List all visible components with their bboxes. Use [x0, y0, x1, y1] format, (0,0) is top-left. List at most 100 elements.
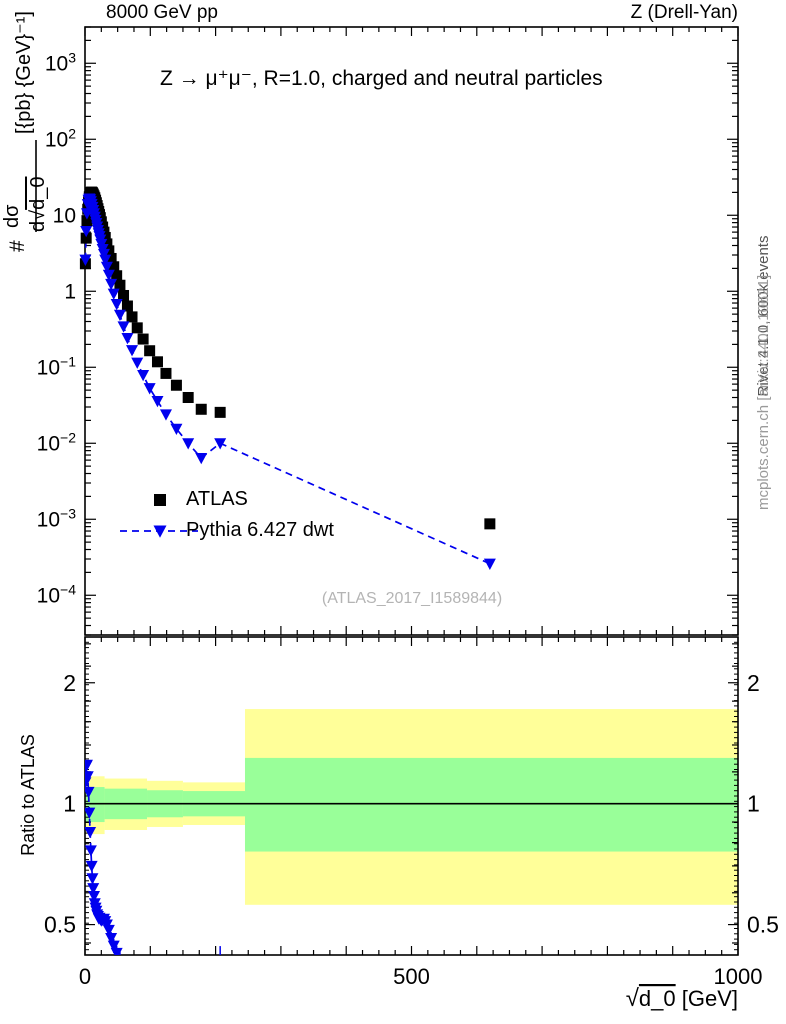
rivet-version-label: Rivet 4.1.0, 600k events	[755, 236, 772, 397]
atlas-data-point	[170, 379, 182, 391]
ratio-mc-point	[85, 759, 93, 771]
mc-data-point	[159, 409, 172, 421]
atlas-data-point	[80, 232, 92, 244]
ratio-series	[85, 759, 221, 955]
atlas-data-point	[111, 270, 123, 282]
main-ylabel: # dσ d√d_0 [{pb} {GeV}⁻¹]	[1, 11, 49, 252]
ratio-mc-point	[87, 883, 100, 895]
ratio-mc-point	[105, 932, 118, 945]
atlas-data-point	[99, 231, 111, 243]
main-ylabel-units: [{pb} {GeV}⁻¹]	[13, 11, 35, 134]
ratio-mc-point	[85, 786, 95, 799]
atlas-data-point	[144, 345, 156, 357]
main-ytick-label: 103	[45, 49, 76, 75]
xaxis-tick-label: 1000	[714, 964, 763, 989]
mc-data-point	[143, 383, 156, 395]
atlas-data-point	[195, 403, 207, 415]
ratio-ytick-label: 0.5	[44, 912, 76, 938]
mc-data-point	[131, 357, 144, 369]
main-plot-title: Z → μ⁺μ⁻, R=1.0, charged and neutral par…	[160, 67, 603, 90]
mc-data-point	[102, 269, 115, 281]
main-legend: ATLAS Pythia 6.427 dwt	[120, 488, 334, 541]
ratio-mc-point	[85, 771, 94, 783]
xaxis-label: √d_0 [GeV]	[626, 985, 738, 1012]
atlas-data-point	[131, 322, 143, 334]
ratio-mc-point	[88, 890, 101, 903]
atlas-data-point	[126, 311, 138, 323]
mc-data-point	[105, 278, 118, 291]
mc-data-point	[97, 248, 110, 261]
header-process-label: Z (Drell-Yan)	[631, 2, 738, 23]
atlas-data-point	[484, 518, 496, 530]
main-ytick-label: 10−2	[37, 429, 77, 455]
mc-data-point	[117, 321, 130, 333]
mc-data-point	[100, 261, 113, 274]
ratio-band-segment	[244, 757, 739, 852]
mc-data-point	[113, 309, 126, 322]
ratio-mc-point	[85, 826, 97, 839]
header-beam-label: 8000 GeV pp	[106, 2, 218, 23]
main-ylabel-hash: #	[6, 240, 29, 252]
atlas-data-point	[101, 238, 113, 250]
xaxis-tick-label: 0	[79, 964, 91, 989]
mc-data-point	[137, 370, 150, 382]
main-ytick-label: 10−4	[37, 581, 77, 607]
ratio-ytick-label: 2	[63, 670, 76, 696]
ratio-ytick-label-right: 0.5	[747, 912, 779, 938]
mc-data-point	[151, 395, 164, 408]
ratio-mc-point	[85, 807, 96, 819]
ratio-mc-point	[85, 860, 98, 873]
ratio-ytick-label: 1	[63, 791, 76, 817]
ratio-ylabel: Ratio to ATLAS	[18, 734, 38, 856]
mc-data-point	[170, 423, 183, 436]
main-ytick-label: 1	[64, 280, 76, 303]
atlas-data-point	[105, 252, 117, 264]
atlas-data-point	[151, 356, 163, 368]
main-ytick-label: 10−3	[37, 505, 77, 531]
mc-data-point	[126, 345, 139, 357]
mc-data-point	[182, 438, 195, 450]
mc-data-point	[99, 254, 112, 266]
legend-entry-label[interactable]: ATLAS	[186, 488, 248, 510]
xaxis-label-text: √d_0 [GeV]	[626, 985, 738, 1012]
atlas-data-point	[160, 367, 172, 379]
ratio-ytick-label-right: 1	[747, 791, 760, 817]
atlas-data-point	[137, 333, 149, 345]
atlas-data-point	[114, 279, 126, 291]
mc-data-point	[121, 333, 134, 345]
atlas-data-point	[214, 406, 226, 418]
xaxis-tick-label: 500	[393, 964, 430, 989]
main-ylabel-numerator: dσ	[1, 204, 23, 228]
mcplots-source-label: mcplots.cern.ch [arXiv:2401.10621]	[755, 275, 772, 510]
mc-data-point	[214, 438, 227, 450]
atlas-data-point	[108, 261, 120, 273]
main-ytick-label: 102	[45, 125, 76, 151]
main-ylabel-denominator: d√d_0	[27, 177, 49, 232]
ratio-mc-point	[85, 845, 97, 857]
mc-data-point	[110, 298, 123, 311]
atlas-data-point	[81, 215, 93, 227]
legend-marker-triangle	[153, 525, 167, 538]
mc-data-point	[107, 288, 120, 300]
atlas-data-point	[182, 392, 194, 404]
atlas-data-point	[121, 300, 133, 312]
ratio-mc-point	[107, 940, 120, 952]
analysis-watermark: (ATLAS_2017_I1589844)	[322, 590, 502, 607]
ratio-mc-point	[102, 924, 115, 937]
atlas-data-point	[118, 289, 130, 301]
ratio-panel: 0 500 1000 2 2 1 1 0.5 0.5	[44, 636, 779, 989]
main-ytick-label: 10	[53, 204, 76, 227]
mc-data-point	[80, 225, 93, 238]
mc-data-point	[79, 254, 92, 266]
legend-marker-square	[154, 494, 166, 506]
ratio-mc-point	[86, 873, 99, 885]
mc-data-point	[483, 558, 496, 570]
ratio-ytick-label-right: 2	[747, 670, 760, 696]
legend-entry-label[interactable]: Pythia 6.427 dwt	[186, 519, 334, 541]
mc-data-points	[79, 193, 496, 570]
main-ytick-label: 10−1	[37, 353, 77, 379]
mc-data-point	[195, 452, 208, 465]
